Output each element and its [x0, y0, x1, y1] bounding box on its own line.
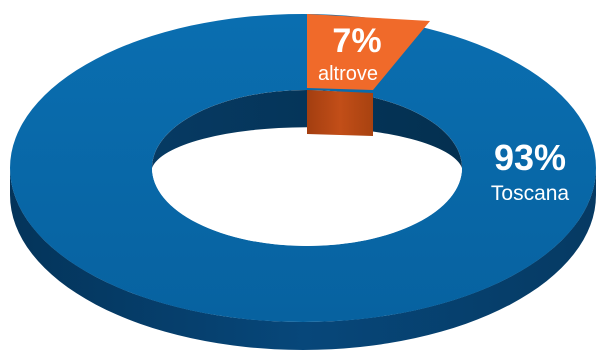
label-toscana-name: Toscana — [491, 182, 570, 205]
slice-altrove — [307, 14, 430, 90]
slice-altrove-inner-wall — [307, 90, 373, 136]
label-altrove-percent: 7% — [332, 22, 381, 60]
donut-top-face — [9, 13, 597, 323]
donut-hole-backwall — [152, 90, 462, 168]
label-toscana-percent: 93% — [494, 137, 566, 178]
label-altrove-name: altrove — [318, 63, 378, 85]
donut-outer-side — [10, 168, 596, 350]
